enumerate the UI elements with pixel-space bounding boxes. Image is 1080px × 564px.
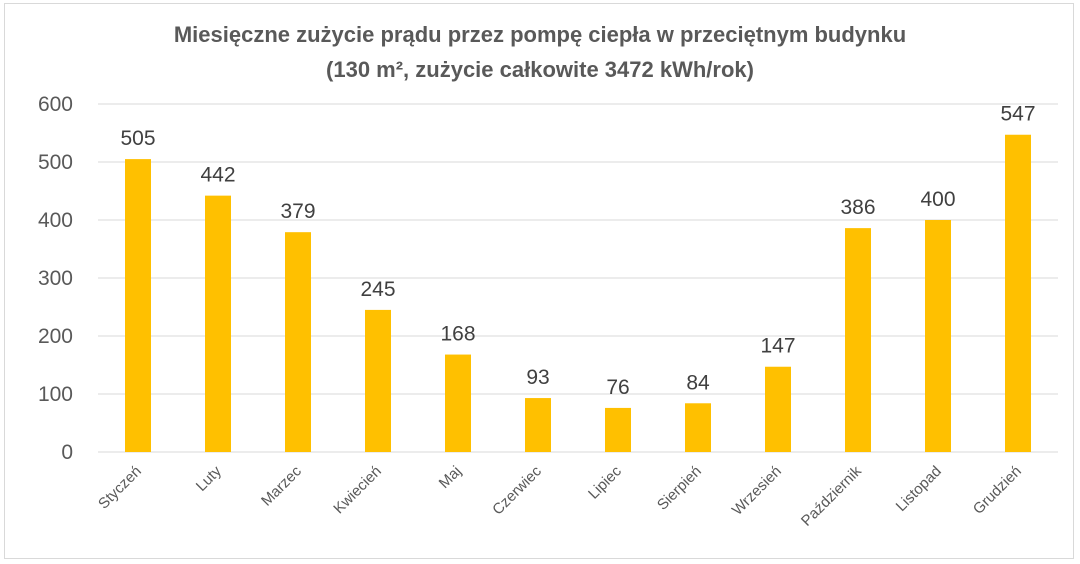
data-labels: 505 442 379 245 168 93 76 84 147 386 400 547 bbox=[120, 103, 1035, 399]
data-label: 386 bbox=[840, 196, 875, 219]
bar bbox=[285, 232, 311, 452]
y-tick-label: 100 bbox=[38, 383, 73, 406]
x-tick-label: Maj bbox=[436, 463, 465, 492]
x-tick-label: Styczeń bbox=[95, 463, 145, 513]
x-tick-label: Kwiecień bbox=[330, 463, 384, 517]
bars bbox=[125, 134, 1031, 453]
data-label: 93 bbox=[526, 366, 549, 389]
y-tick-label: 600 bbox=[38, 93, 73, 116]
x-axis: Styczeń Luty Marzec Kwiecień Maj Czerwiec Lipi… bbox=[95, 462, 1025, 529]
bar bbox=[925, 220, 951, 452]
chart-subtitle: (130 m², zużycie całkowite 3472 kWh/rok) bbox=[326, 57, 754, 82]
data-label: 400 bbox=[920, 188, 955, 211]
data-label: 168 bbox=[440, 323, 475, 346]
bar bbox=[365, 309, 391, 452]
data-label: 442 bbox=[200, 164, 235, 187]
x-tick-label: Sierpień bbox=[654, 463, 705, 514]
bar bbox=[205, 195, 231, 452]
x-tick-label: Grudzień bbox=[970, 463, 1025, 518]
y-tick-label: 200 bbox=[38, 325, 73, 348]
y-tick-label: 500 bbox=[38, 151, 73, 174]
x-tick-label: Październik bbox=[798, 462, 865, 529]
y-tick-label: 0 bbox=[61, 441, 73, 464]
bar bbox=[125, 159, 151, 452]
gridlines bbox=[98, 103, 1058, 453]
data-label: 379 bbox=[280, 200, 315, 223]
y-tick-label: 300 bbox=[38, 267, 73, 290]
chart-frame bbox=[4, 3, 1074, 559]
bar bbox=[605, 407, 631, 452]
data-label: 505 bbox=[120, 127, 155, 150]
bar bbox=[845, 228, 871, 452]
x-tick-label: Listopad bbox=[893, 463, 945, 515]
x-tick-label: Marzec bbox=[258, 462, 305, 509]
chart-title: Miesięczne zużycie prądu przez pompę cie… bbox=[173, 22, 907, 47]
data-label: 84 bbox=[686, 371, 710, 394]
y-axis: 0 100 200 300 400 500 600 bbox=[38, 93, 73, 464]
bar bbox=[1005, 134, 1031, 453]
bar bbox=[685, 403, 711, 452]
x-tick-label: Wrzesień bbox=[729, 463, 785, 519]
data-label: 245 bbox=[360, 278, 395, 301]
bar bbox=[525, 398, 551, 452]
x-tick-label: Czerwiec bbox=[489, 462, 545, 518]
y-tick-label: 400 bbox=[38, 209, 73, 232]
data-label: 547 bbox=[1000, 103, 1035, 126]
bar bbox=[445, 354, 471, 452]
x-tick-label: Lipiec bbox=[585, 462, 625, 502]
x-tick-label: Luty bbox=[193, 462, 225, 494]
data-label: 76 bbox=[606, 376, 629, 399]
bar bbox=[765, 366, 791, 452]
data-label: 147 bbox=[760, 335, 795, 358]
